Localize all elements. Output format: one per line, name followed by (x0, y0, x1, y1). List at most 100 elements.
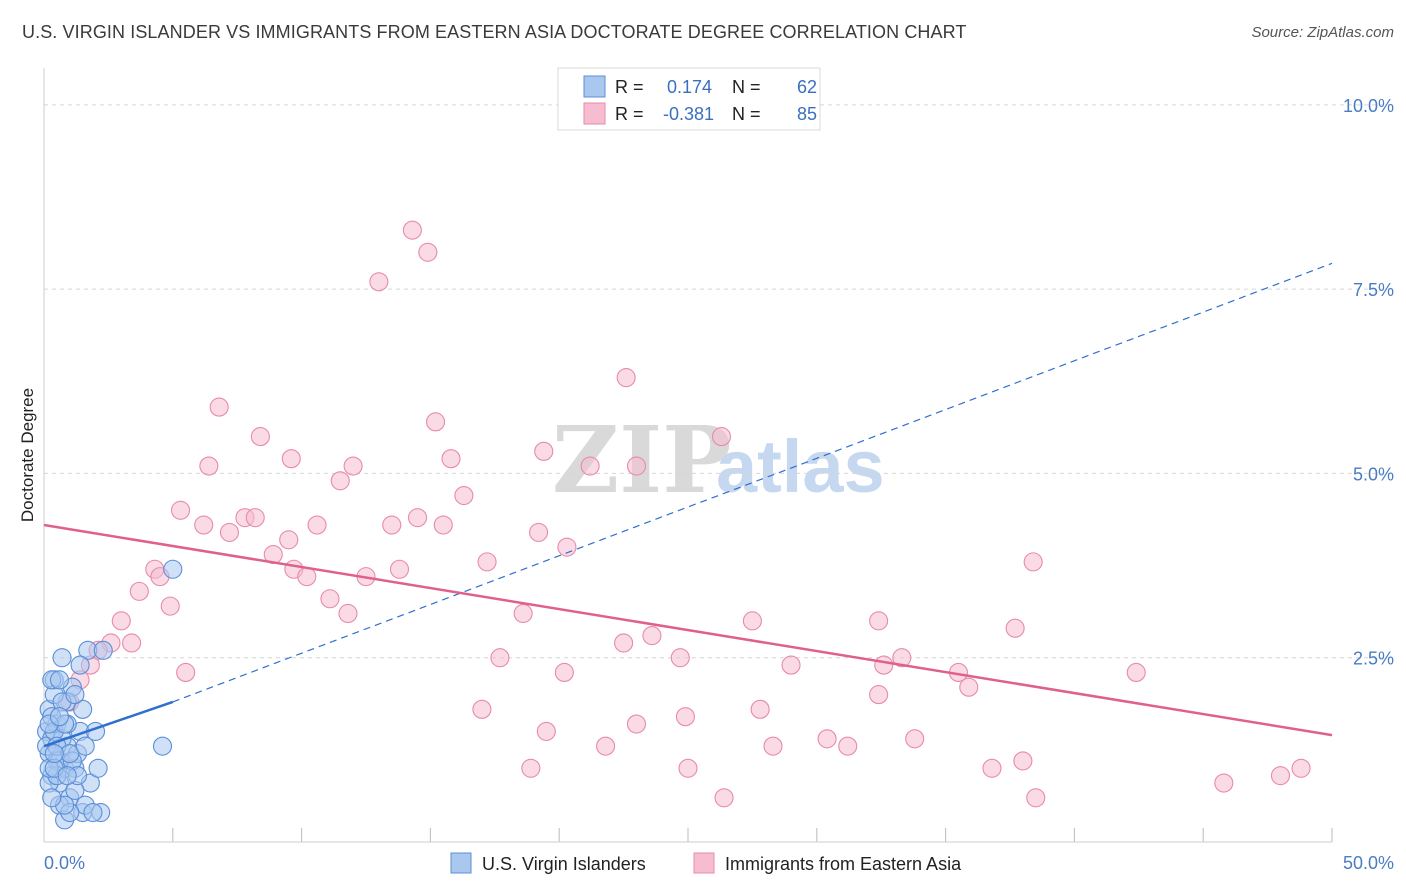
pink-point (626, 714, 647, 734)
pink-point (176, 662, 196, 683)
pink-point (389, 559, 410, 579)
pink-point (402, 220, 422, 240)
pink-point (490, 648, 510, 668)
legend-n-value-blue: 62 (797, 77, 817, 97)
blue-point (65, 685, 85, 705)
pink-point (616, 368, 636, 388)
blue-point (88, 758, 108, 778)
pink-point (521, 758, 541, 778)
y-tick-label: 5.0% (1353, 464, 1394, 484)
pink-point (209, 397, 229, 417)
pink-point (441, 449, 461, 469)
pink-point (513, 603, 533, 624)
pink-point (297, 567, 317, 587)
pink-point (874, 655, 894, 675)
gridlines (44, 104, 1394, 659)
legend-n-label-blue: N = (732, 77, 761, 97)
pink-point (554, 662, 574, 683)
pink-point (838, 736, 858, 756)
blue-point (42, 788, 62, 808)
blue-point (93, 640, 113, 660)
pink-point (614, 633, 634, 653)
pink-point (869, 685, 889, 705)
y-tick-label: 7.5% (1353, 280, 1394, 300)
bottom-legend-blue-label: U.S. Virgin Islanders (482, 854, 646, 874)
bottom-legend-blue-swatch (450, 852, 472, 874)
pink-point (642, 626, 662, 646)
pink-point (626, 456, 647, 476)
pink-point (250, 427, 270, 447)
y-tick-labels: 2.5% 5.0% 7.5% 10.0% (1343, 96, 1394, 669)
pink-point (536, 721, 556, 741)
pink-point (219, 522, 240, 542)
pink-point (111, 611, 131, 631)
pink-point (678, 758, 698, 778)
pink-point (869, 611, 889, 631)
pink-point (982, 758, 1002, 778)
pink-point (194, 515, 214, 535)
trend-lines (43, 262, 1333, 748)
legend-r-value-pink: -0.381 (663, 104, 714, 124)
pink-point (534, 441, 554, 461)
pink-point (750, 699, 770, 719)
blue-point (44, 743, 64, 764)
pink-point (1005, 618, 1025, 638)
pink-point (670, 648, 690, 668)
pink-point (330, 471, 350, 491)
pink-point (1270, 766, 1291, 786)
pink-point (338, 603, 358, 624)
pink-point (160, 596, 180, 616)
legend-pink-swatch (583, 102, 606, 125)
legend-r-label-blue: R = (615, 77, 644, 97)
pink-point (320, 589, 340, 609)
correlation-legend: R = 0.174 N = 62 R = -0.381 N = 85 (557, 67, 821, 131)
x-axis-ticks (172, 828, 1333, 842)
pink-trend-line (43, 523, 1333, 737)
legend-r-value-blue: 0.174 (667, 77, 712, 97)
blue-point (57, 766, 77, 786)
pink-point (129, 581, 149, 601)
pink-point (281, 449, 301, 469)
blue-series-points (37, 559, 183, 830)
pink-point (407, 508, 428, 528)
pink-point (472, 699, 492, 719)
blue-point (75, 736, 95, 756)
pink-point (454, 485, 474, 506)
pink-point (1291, 758, 1311, 778)
pink-point (1026, 788, 1046, 808)
blue-trend-extension (172, 262, 1333, 703)
chart-title: U.S. VIRGIN ISLANDER VS IMMIGRANTS FROM … (22, 22, 967, 42)
pink-point (122, 633, 142, 653)
pink-point (1013, 751, 1033, 771)
y-tick-label: 2.5% (1353, 649, 1394, 669)
blue-point (49, 670, 70, 690)
y-axis-label: Doctorate Degree (18, 388, 37, 522)
blue-trend-line (43, 700, 174, 748)
pink-point (426, 412, 446, 432)
blue-point (52, 648, 72, 668)
bottom-legend-pink-label: Immigrants from Eastern Asia (725, 854, 962, 874)
pink-point (580, 456, 600, 476)
pink-point (170, 500, 191, 520)
pink-point (763, 736, 783, 756)
blue-point (163, 559, 183, 579)
pink-point (675, 707, 695, 727)
pink-point (892, 648, 912, 668)
y-tick-label: 10.0% (1343, 96, 1394, 116)
pink-point (369, 272, 389, 292)
pink-point (199, 456, 219, 476)
pink-point (781, 655, 801, 675)
pink-point (817, 729, 837, 749)
pink-point (307, 515, 327, 535)
x-tick-label-max: 50.0% (1343, 853, 1394, 873)
pink-point (343, 456, 363, 476)
pink-point (279, 530, 299, 550)
legend-n-value-pink: 85 (797, 104, 817, 124)
blue-point (49, 707, 70, 727)
pink-point (418, 242, 438, 262)
pink-point (711, 427, 732, 447)
source-label: Source: ZipAtlas.com (1251, 24, 1394, 41)
pink-point (477, 552, 497, 572)
pink-point (382, 515, 402, 535)
